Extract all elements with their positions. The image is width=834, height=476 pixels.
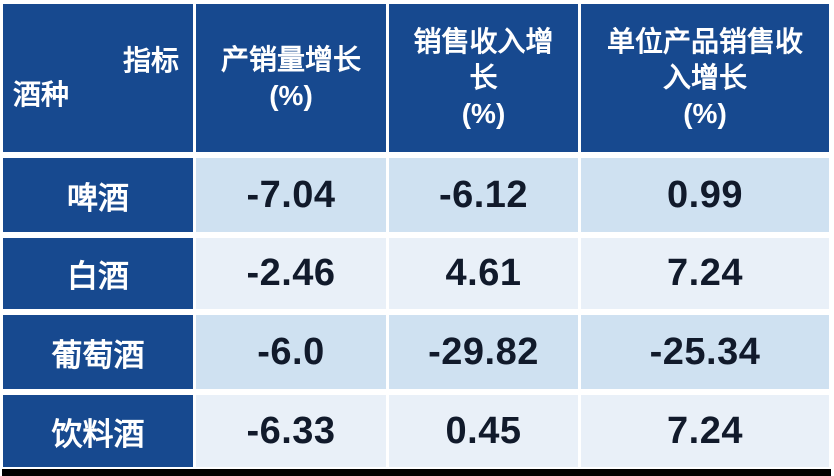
row-label-baijiu: 白酒 <box>3 238 193 309</box>
value-cell: 4.61 <box>389 238 578 309</box>
value-cell: 0.45 <box>389 395 578 467</box>
row-label-beverage-alcohol: 饮料酒 <box>3 395 193 467</box>
column-header-unit-product-revenue-growth: 单位产品销售收 入增长 (%) <box>581 4 829 152</box>
wine-industry-growth-table: 指标 酒种 产销量增长 (%) 销售收入增 长 (%) 单位产品销售收 入增长 … <box>3 4 829 467</box>
value-cell: -2.46 <box>196 238 386 309</box>
row-label-beer: 啤酒 <box>3 158 193 232</box>
value-cell: 7.24 <box>581 238 829 309</box>
value-cell: -25.34 <box>581 315 829 389</box>
corner-header-cell: 指标 酒种 <box>3 4 193 152</box>
column-header-sales-revenue-growth: 销售收入增 长 (%) <box>389 4 578 152</box>
value-cell: 7.24 <box>581 395 829 467</box>
value-cell: -6.33 <box>196 395 386 467</box>
value-cell: -7.04 <box>196 158 386 232</box>
row-label-grape-wine: 葡萄酒 <box>3 315 193 389</box>
value-cell: 0.99 <box>581 158 829 232</box>
value-cell: -6.0 <box>196 315 386 389</box>
value-cell: -29.82 <box>389 315 578 389</box>
value-cell: -6.12 <box>389 158 578 232</box>
bottom-black-bar <box>2 469 831 476</box>
column-header-production-sales-growth: 产销量增长 (%) <box>196 4 386 152</box>
corner-header-indicator-label: 指标 <box>122 45 179 77</box>
corner-header-winetype-label: 酒种 <box>13 79 70 110</box>
